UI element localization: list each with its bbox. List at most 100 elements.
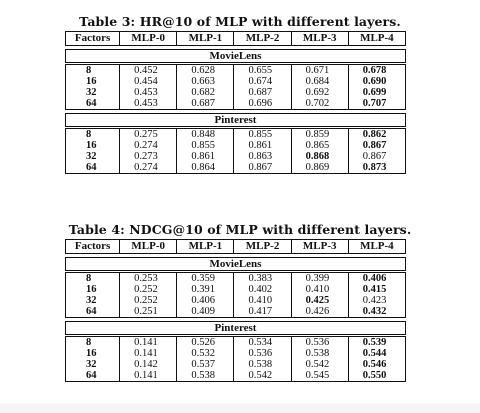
page-footer-strip — [0, 403, 480, 413]
value-cell: 0.678 — [347, 62, 407, 76]
value-cell: 0.869 — [290, 162, 349, 174]
value-cell: 0.663 — [176, 76, 234, 87]
value-cell: 0.674 — [233, 76, 292, 87]
value-cell: 0.862 — [347, 126, 407, 140]
value-cell: 0.432 — [347, 306, 407, 318]
value-cell: 0.539 — [347, 334, 407, 348]
value-cell: 0.699 — [347, 87, 407, 98]
header-row: Factors MLP-0 MLP-1 MLP-2 MLP-3 MLP-4 — [64, 31, 407, 46]
value-cell: 0.550 — [347, 370, 407, 382]
factor-cell: 32 — [64, 359, 120, 370]
table-row: 64 0.453 0.687 0.696 0.702 0.707 — [64, 98, 407, 110]
table-row: 64 0.274 0.864 0.867 0.869 0.873 — [64, 162, 407, 174]
table-row: 16 0.252 0.391 0.402 0.410 0.415 — [64, 284, 407, 295]
column-header: MLP-3 — [290, 31, 349, 46]
section-row: MovieLens — [65, 49, 406, 64]
column-header: Factors — [64, 239, 121, 254]
table-row: 16 0.141 0.532 0.536 0.538 0.544 — [64, 348, 407, 359]
value-cell: 0.453 — [119, 98, 177, 110]
value-cell: 0.863 — [233, 151, 292, 162]
table-row: 16 0.454 0.663 0.674 0.684 0.690 — [64, 76, 407, 87]
value-cell: 0.538 — [176, 370, 234, 382]
column-header: MLP-4 — [347, 31, 407, 46]
value-cell: 0.453 — [119, 87, 177, 98]
value-cell: 0.848 — [176, 126, 234, 140]
value-cell: 0.274 — [119, 162, 177, 174]
table-row: 64 0.141 0.538 0.542 0.545 0.550 — [64, 370, 407, 382]
value-cell: 0.141 — [119, 334, 177, 348]
factor-cell: 16 — [64, 348, 120, 359]
factor-cell: 32 — [64, 87, 120, 98]
value-cell: 0.873 — [347, 162, 407, 174]
value-cell: 0.251 — [119, 306, 177, 318]
value-cell: 0.702 — [290, 98, 349, 110]
value-cell: 0.684 — [290, 76, 349, 87]
table3-caption: Table 3: HR@10 of MLP with different lay… — [79, 14, 401, 29]
value-cell: 0.628 — [176, 62, 234, 76]
table4: Factors MLP-0 MLP-1 MLP-2 MLP-3 MLP-4 MovieLen… — [64, 239, 407, 382]
table-row: 64 0.251 0.409 0.417 0.426 0.432 — [64, 306, 407, 318]
column-header: MLP-1 — [176, 31, 235, 46]
value-cell: 0.452 — [119, 62, 177, 76]
header-row: Factors MLP-0 MLP-1 MLP-2 MLP-3 MLP-4 — [64, 239, 407, 254]
value-cell: 0.687 — [176, 98, 234, 110]
value-cell: 0.545 — [290, 370, 349, 382]
value-cell: 0.542 — [290, 359, 349, 370]
value-cell: 0.454 — [119, 76, 177, 87]
factor-cell: 8 — [64, 270, 120, 284]
value-cell: 0.537 — [176, 359, 234, 370]
value-cell: 0.692 — [290, 87, 349, 98]
factor-cell: 16 — [64, 76, 120, 87]
value-cell: 0.707 — [347, 98, 407, 110]
factor-cell: 16 — [64, 284, 120, 295]
table-row: 8 0.452 0.628 0.655 0.671 0.678 — [64, 62, 407, 76]
table3: Factors MLP-0 MLP-1 MLP-2 MLP-3 MLP-4 MovieLen… — [64, 31, 407, 174]
value-cell: 0.141 — [119, 348, 177, 359]
value-cell: 0.426 — [290, 306, 349, 318]
value-cell: 0.544 — [347, 348, 407, 359]
value-cell: 0.141 — [119, 370, 177, 382]
value-cell: 0.142 — [119, 359, 177, 370]
value-cell: 0.275 — [119, 126, 177, 140]
value-cell: 0.546 — [347, 359, 407, 370]
factor-cell: 32 — [64, 295, 120, 306]
value-cell: 0.867 — [233, 162, 292, 174]
value-cell: 0.538 — [233, 359, 292, 370]
value-cell: 0.536 — [290, 334, 349, 348]
value-cell: 0.399 — [290, 270, 349, 284]
value-cell: 0.425 — [290, 295, 349, 306]
factor-cell: 64 — [64, 370, 120, 382]
factor-cell: 8 — [64, 126, 120, 140]
value-cell: 0.865 — [290, 140, 349, 151]
table-row: 8 0.275 0.848 0.855 0.859 0.862 — [64, 126, 407, 140]
value-cell: 0.542 — [233, 370, 292, 382]
section-label: Pinterest — [65, 321, 406, 336]
value-cell: 0.410 — [290, 284, 349, 295]
value-cell: 0.410 — [233, 295, 292, 306]
value-cell: 0.253 — [119, 270, 177, 284]
column-header: MLP-3 — [290, 239, 349, 254]
table-row: 32 0.453 0.682 0.687 0.692 0.699 — [64, 87, 407, 98]
value-cell: 0.273 — [119, 151, 177, 162]
column-header: MLP-1 — [176, 239, 235, 254]
value-cell: 0.696 — [233, 98, 292, 110]
value-cell: 0.415 — [347, 284, 407, 295]
value-cell: 0.861 — [176, 151, 234, 162]
factor-cell: 32 — [64, 151, 120, 162]
value-cell: 0.417 — [233, 306, 292, 318]
value-cell: 0.859 — [290, 126, 349, 140]
column-header: MLP-2 — [233, 31, 292, 46]
table-row: 8 0.253 0.359 0.383 0.399 0.406 — [64, 270, 407, 284]
factor-cell: 64 — [64, 162, 120, 174]
value-cell: 0.861 — [233, 140, 292, 151]
column-header: MLP-4 — [347, 239, 407, 254]
factor-cell: 16 — [64, 140, 120, 151]
factor-cell: 64 — [64, 98, 120, 110]
value-cell: 0.671 — [290, 62, 349, 76]
value-cell: 0.252 — [119, 295, 177, 306]
factor-cell: 8 — [64, 334, 120, 348]
value-cell: 0.406 — [176, 295, 234, 306]
factor-cell: 8 — [64, 62, 120, 76]
table-row: 8 0.141 0.526 0.534 0.536 0.539 — [64, 334, 407, 348]
factor-cell: 64 — [64, 306, 120, 318]
